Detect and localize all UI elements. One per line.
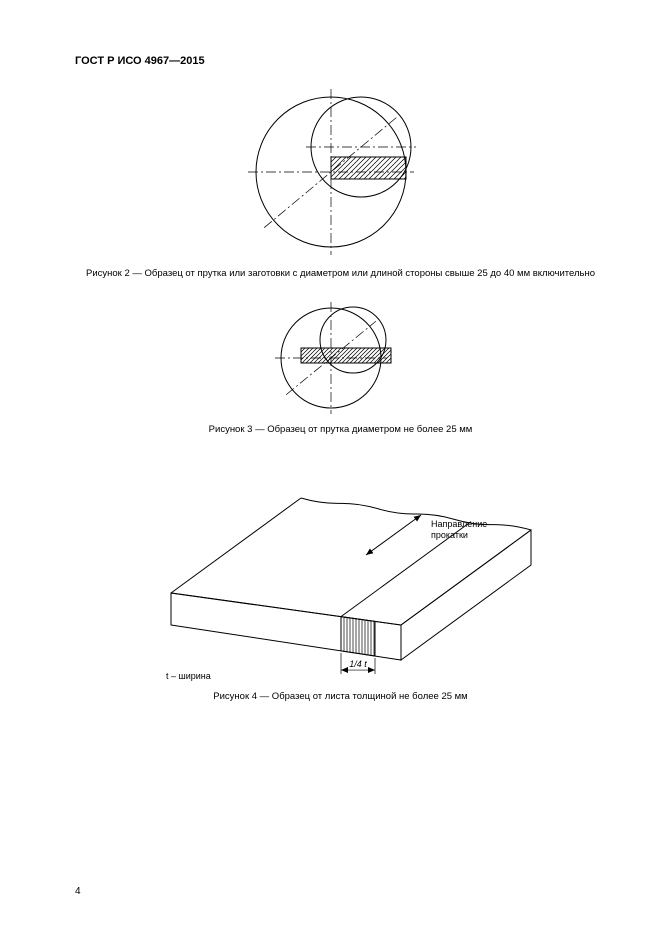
figure-2-svg xyxy=(226,87,456,262)
svg-text:прокатки: прокатки xyxy=(431,530,468,540)
document-header: ГОСТ Р ИСО 4967—2015 xyxy=(75,55,606,67)
svg-text:Направление: Направление xyxy=(431,519,487,529)
figure-3-block: Рисунок 3 — Образец от прутка диаметром … xyxy=(75,298,606,436)
figure-3-caption: Рисунок 3 — Образец от прутка диаметром … xyxy=(75,424,606,436)
document-page: ГОСТ Р ИСО 4967—2015 Рисунок 2 — Образец… xyxy=(0,0,661,935)
figure-2-caption: Рисунок 2 — Образец от прутка или загото… xyxy=(75,268,606,280)
figure-2-block: Рисунок 2 — Образец от прутка или загото… xyxy=(75,87,606,280)
page-number: 4 xyxy=(75,886,81,897)
figure-4-block: Направлениепрокатки 1/4 t t – ширина Рисун… xyxy=(75,455,606,703)
svg-text:t – ширина: t – ширина xyxy=(166,671,211,681)
figure-4-svg: Направлениепрокатки 1/4 t t – ширина xyxy=(131,455,551,685)
figure-4-caption: Рисунок 4 — Образец от листа толщиной не… xyxy=(75,691,606,703)
figure-3-svg xyxy=(261,298,421,418)
svg-text:1/4 t: 1/4 t xyxy=(349,659,367,669)
